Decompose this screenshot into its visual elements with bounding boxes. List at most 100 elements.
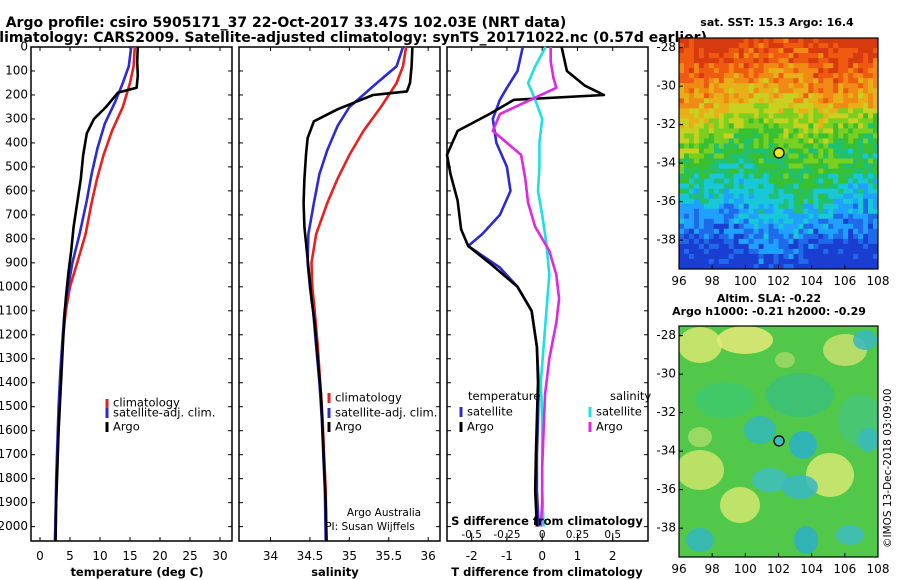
sst-cell [728,183,735,190]
sst-cell [738,113,745,119]
sst-cell [863,243,869,250]
sst-cell [793,238,799,245]
sst-cell [748,38,755,44]
sst-cell [833,48,839,54]
sla-feature [679,327,722,363]
sst-cell [723,38,730,44]
sst-cell [703,228,710,235]
sst-cell [778,48,784,54]
sst-cell [833,178,839,185]
sst-cell [763,178,769,185]
sst-cell [858,43,864,49]
sst-cell [783,238,789,245]
sst-cell [778,263,784,269]
sst-cell [738,118,745,124]
sst-cell [833,58,839,64]
sst-cell [738,98,745,104]
sst-cell [873,153,878,159]
sst-cell [758,208,764,215]
sst-cell [853,93,859,99]
sst-cell [813,118,819,124]
sst-cell [723,163,730,169]
sst-cell [723,223,730,230]
sst-cell [688,138,695,144]
sst-cell [708,263,715,269]
sst-cell [833,153,839,159]
sst-cell [868,263,874,269]
sst-cell [773,243,779,250]
sst-cell [763,168,769,174]
sst-cell [848,233,854,240]
sst-cell [873,168,878,174]
sst-cell [778,68,784,74]
sst-cell [853,238,859,245]
sst-cell [748,188,755,195]
sst-cell [748,238,755,245]
sst-cell [868,93,874,99]
sst-cell [788,243,794,250]
sst-cell [733,213,740,220]
sst-cell [823,248,829,255]
sst-cell [753,238,760,245]
sst-cell [773,213,779,220]
sst-cell [788,153,794,159]
sst-cell [713,168,720,174]
sst-cell [768,178,774,185]
sst-cell [713,173,720,180]
sst-cell [863,38,869,44]
sst-cell [688,143,695,149]
sst-cell [798,248,804,255]
sst-cell [698,123,705,129]
sst-cell [848,203,854,210]
sst-cell [683,98,690,104]
sst-cell [703,118,710,124]
sst-cell [868,123,874,129]
sst-cell [778,93,784,99]
sst-cell [768,73,774,79]
sst-cell [868,128,874,134]
sst-cell [753,198,760,205]
sst-cell [793,53,799,59]
sst-cell [763,38,769,44]
legend-sat-label: satellite-adj. clim. [335,406,437,420]
sst-cell [848,48,854,54]
sst-cell [858,238,864,245]
sst-cell [753,178,760,185]
sst-cell [723,238,730,245]
sst-cell [838,48,844,54]
sst-cell [848,208,854,215]
sst-cell [748,203,755,210]
sst-cell [713,263,720,269]
sst-cell [753,183,760,190]
sst-cell [733,118,740,124]
sst-cell [788,113,794,119]
sst-cell [683,263,690,269]
sst-cell [738,168,745,174]
sst-cell [833,188,839,195]
depth-tick-label: 600 [5,183,28,197]
sst-cell [788,238,794,245]
sst-cell [858,213,864,220]
map-y-tick-label: -32 [656,405,676,419]
sst-cell [813,143,819,149]
sst-cell [768,163,774,169]
sst-cell [708,148,715,154]
sst-cell [778,228,784,235]
sst-cell [728,248,735,255]
sst-cell [713,68,720,74]
sst-cell [728,243,735,250]
sst-cell [798,253,804,260]
sst-cell [783,193,789,200]
sst-cell [718,138,725,144]
sst-cell [698,83,705,89]
sst-cell [868,183,874,190]
sst-cell [708,258,715,265]
sst-cell [783,258,789,265]
sst-cell [758,113,764,119]
sst-cell [873,163,878,169]
sst-cell [868,68,874,74]
sst-cell [813,43,819,49]
sst-cell [758,83,764,89]
sst-cell [703,103,710,109]
sst-cell [753,138,760,144]
